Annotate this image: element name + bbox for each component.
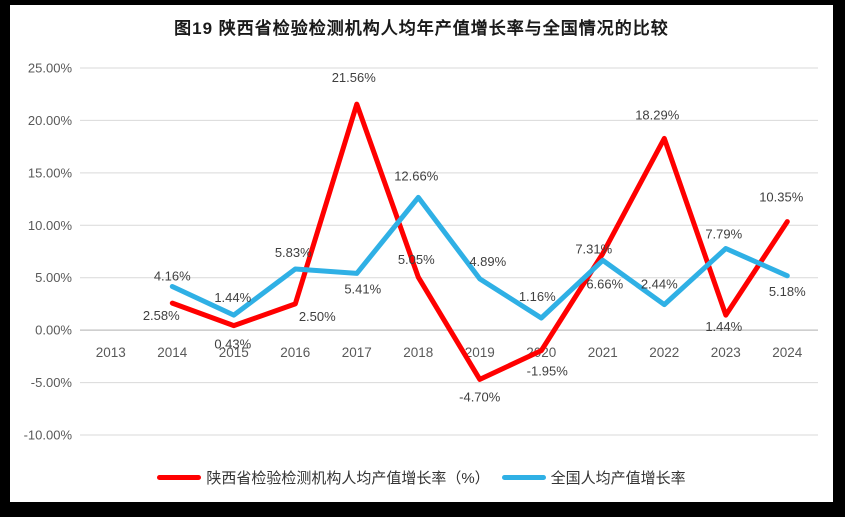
data-label-series0-2018: 5.05%	[398, 252, 435, 267]
data-label-series1-2016: 5.83%	[275, 245, 312, 260]
data-label-series1-2023: 7.79%	[705, 226, 742, 241]
data-label-series0-2022: 18.29%	[635, 107, 680, 122]
data-label-series1-2019: 4.89%	[469, 254, 506, 269]
legend-item-shaanxi: 陕西省检验检测机构人均产值增长率（%）	[157, 467, 490, 488]
x-axis-tick-label: 2022	[649, 345, 679, 360]
data-label-series1-2018: 12.66%	[394, 168, 439, 183]
legend-swatch-national	[501, 474, 546, 480]
data-label-series1-2014: 4.16%	[154, 269, 191, 284]
data-label-series1-2021: 6.66%	[586, 276, 623, 291]
data-label-series1-2017: 5.41%	[344, 281, 381, 296]
data-label-series0-2015: 0.43%	[214, 337, 251, 352]
legend-item-national: 全国人均产值增长率	[501, 467, 686, 488]
y-axis-tick-label: 10.00%	[28, 218, 73, 233]
data-label-series0-2019: -4.70%	[459, 389, 501, 404]
x-axis-tick-label: 2017	[342, 345, 372, 360]
legend-swatch-shaanxi	[157, 474, 202, 480]
y-axis-tick-label: 15.00%	[28, 165, 73, 180]
y-axis-tick-label: 0.00%	[35, 323, 72, 338]
x-axis-tick-label: 2016	[280, 345, 310, 360]
x-axis-tick-label: 2018	[403, 345, 433, 360]
series-line-1	[169, 194, 790, 321]
y-axis-tick-label: -10.00%	[24, 428, 73, 443]
x-axis-tick-label: 2021	[588, 345, 618, 360]
data-label-series0-2014: 2.58%	[143, 308, 180, 323]
x-axis-tick-label: 2023	[711, 345, 741, 360]
data-label-series1-2024: 5.18%	[769, 284, 806, 299]
y-axis-tick-label: 5.00%	[35, 270, 72, 285]
chart-panel: 图19 陕西省检验检测机构人均年产值增长率与全国情况的比较 25.00% 20.0…	[10, 5, 833, 502]
data-label-series0-2016: 2.50%	[299, 309, 336, 324]
legend-label-shaanxi: 陕西省检验检测机构人均产值增长率（%）	[206, 469, 490, 487]
data-label-series0-2023: 1.44%	[705, 319, 742, 334]
chart-plot-area: 25.00% 20.00% 15.00% 10.00% 5.00% 0.00% -5.00%…	[24, 61, 818, 443]
data-label-series1-2022: 2.44%	[641, 277, 678, 292]
data-label-series0-2017: 21.56%	[332, 70, 377, 85]
x-axis-tick-label: 2024	[772, 345, 803, 360]
data-label-series0-2020: -1.95%	[527, 364, 569, 379]
chart-title: 图19 陕西省检验检测机构人均年产值增长率与全国情况的比较	[174, 19, 669, 38]
data-label-series1-2015: 1.44%	[214, 290, 251, 305]
x-axis-tick-label: 2014	[157, 345, 188, 360]
data-label-series0-2021: 7.31%	[575, 241, 612, 256]
y-axis-tick-label: 20.00%	[28, 113, 73, 128]
y-axis-tick-label: 25.00%	[28, 61, 73, 76]
x-axis-tick-label: 2019	[465, 345, 495, 360]
data-label-series1-2020: 1.16%	[519, 289, 556, 304]
y-axis-tick-label: -5.00%	[31, 375, 73, 390]
legend-label-national: 全国人均产值增长率	[550, 469, 686, 487]
data-label-series0-2024: 10.35%	[759, 190, 804, 205]
series-line-0	[169, 101, 790, 382]
x-axis-tick-label: 2013	[96, 345, 126, 360]
x-axis-tick-label: 2015	[219, 345, 249, 360]
chart-legend: 陕西省检验检测机构人均产值增长率（%） 全国人均产值增长率	[10, 466, 833, 488]
